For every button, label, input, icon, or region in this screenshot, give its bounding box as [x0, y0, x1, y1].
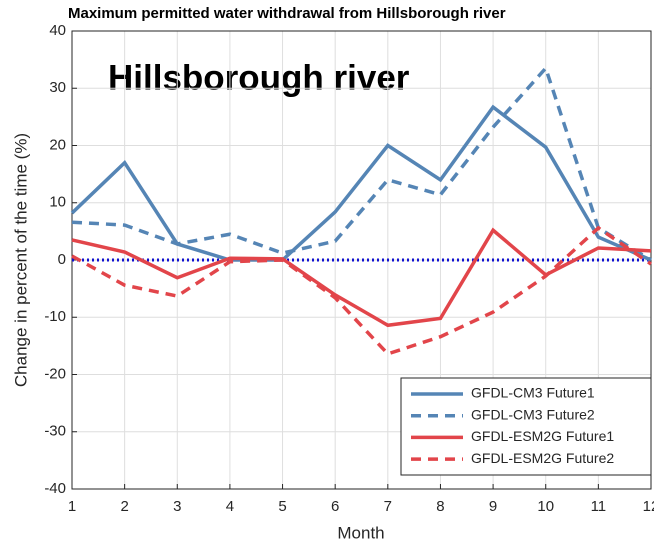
line-series: [71, 64, 652, 262]
y-tick-label: -20: [44, 365, 66, 382]
x-tick-label: 5: [278, 498, 286, 515]
x-tick-label: 12: [643, 498, 654, 515]
y-tick-label: -10: [44, 308, 66, 325]
y-tick-label: 20: [49, 136, 66, 153]
y-axis-label: Change in percent of the time (%): [11, 133, 30, 387]
y-tick-label: -40: [44, 480, 66, 497]
x-tick-label: 7: [384, 498, 392, 515]
legend-label: GFDL-ESM2G Future2: [471, 450, 614, 466]
legend-label: GFDL-CM3 Future1: [471, 385, 595, 401]
x-tick-label: 6: [331, 498, 339, 515]
x-tick-label: 3: [173, 498, 181, 515]
x-tick-label: 11: [591, 498, 607, 515]
line-series: [71, 227, 652, 328]
x-tick-label: 9: [489, 498, 497, 515]
y-tick-label: 10: [49, 194, 66, 211]
line-series: [70, 104, 652, 262]
x-tick-label: 1: [68, 498, 76, 515]
y-tick-label: -30: [44, 423, 66, 440]
x-axis-label: Month: [337, 523, 384, 542]
x-tick-label: 2: [120, 498, 128, 515]
annotation: Hillsborough river: [108, 58, 410, 97]
y-tick-label: 0: [58, 251, 66, 268]
x-tick-label: 8: [436, 498, 444, 515]
y-tick-label: 40: [49, 22, 66, 39]
chart-title: Maximum permitted water withdrawal from …: [68, 5, 506, 22]
x-tick-label: 4: [226, 498, 234, 515]
line-series: [71, 225, 652, 356]
legend-label: GFDL-ESM2G Future1: [471, 428, 614, 444]
x-tick-label: 10: [537, 498, 554, 515]
legend-label: GFDL-CM3 Future2: [471, 406, 595, 422]
y-tick-label: 30: [49, 79, 66, 96]
